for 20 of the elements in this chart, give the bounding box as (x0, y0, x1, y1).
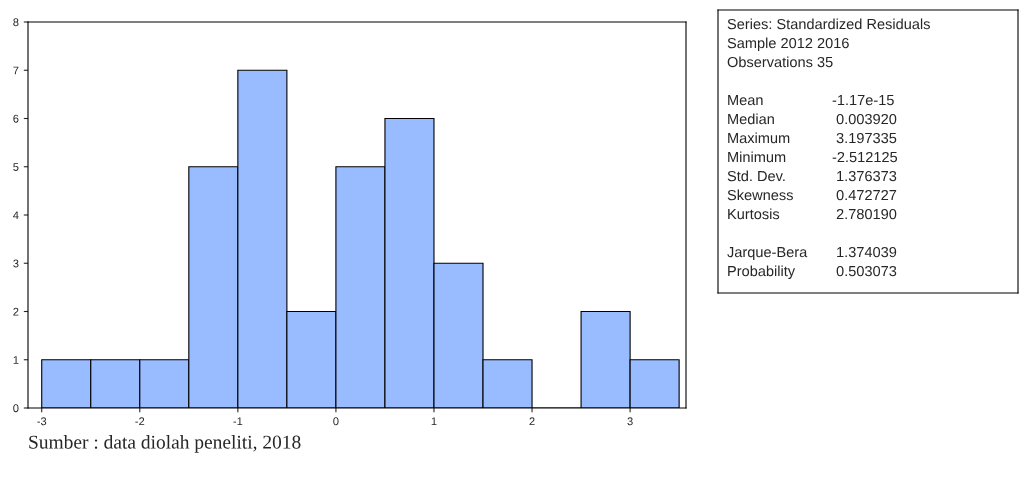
x-tick-label: -3 (37, 417, 47, 426)
text: Jarque-Bera 1.374039 Probability 0.503073 (727, 246, 897, 280)
y-tick-label: 7 (13, 66, 19, 75)
x-tick-label: -2 (135, 417, 145, 426)
x-tick-label: 3 (627, 417, 633, 426)
y-tick-label: 4 (13, 211, 19, 220)
y-tick-label: 0 (13, 404, 19, 413)
text: Mean -1.17e-15 Median 0.003920 Maximum 3.197335 Minimum -2.512125 Std. Dev. 1.376373 Skewness 0.472727 Kurtosis 2.780190 (727, 95, 898, 220)
y-tick-label: 8 (13, 18, 19, 27)
x-tick-label: 1 (431, 417, 437, 426)
y-tick-label: 5 (13, 163, 19, 171)
text: Sumber : data diolah peneliti, 2018 (29, 435, 301, 453)
text: Series: Standardized Residuals Sample 2012 2016 Observations 35 (727, 18, 930, 68)
x-tick-label: 2 (529, 417, 535, 426)
y-tick-label: 6 (13, 114, 19, 123)
y-tick-label: 3 (13, 259, 19, 268)
y-tick-label: 2 (13, 307, 19, 316)
x-tick-label: 0 (333, 417, 339, 426)
x-tick-label: -1 (233, 417, 243, 426)
y-tick-label: 1 (13, 356, 19, 364)
